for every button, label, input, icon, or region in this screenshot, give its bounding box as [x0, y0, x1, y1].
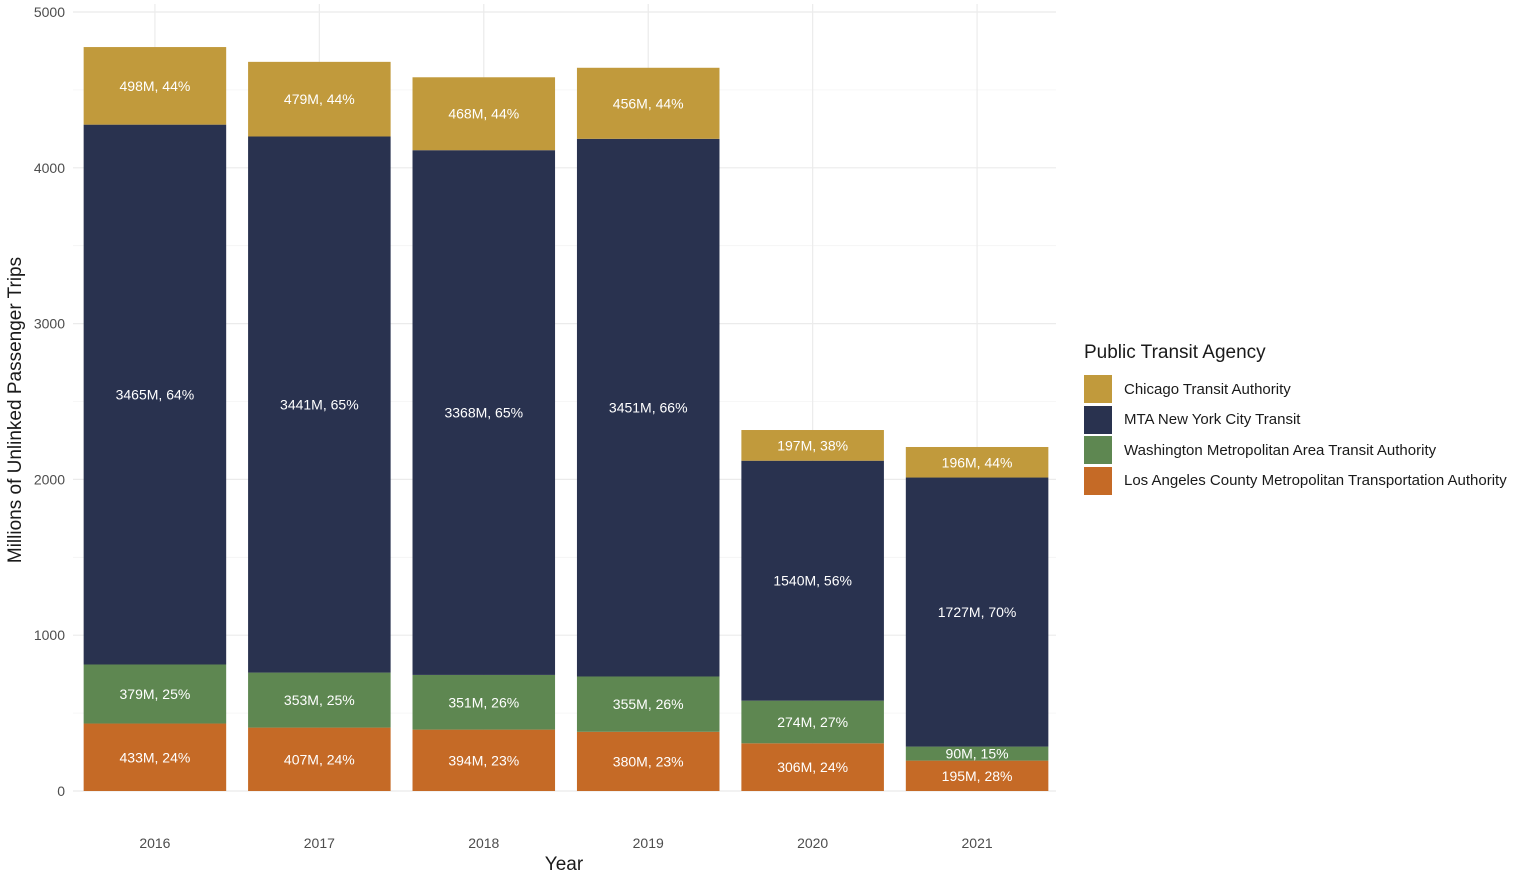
legend-item: MTA New York City Transit: [1084, 405, 1507, 436]
x-tick-label: 2020: [797, 835, 828, 851]
bar-data-label: 479M, 44%: [284, 91, 355, 107]
x-tick-label: 2018: [468, 835, 499, 851]
bar-data-label: 351M, 26%: [448, 694, 519, 710]
legend-label: Chicago Transit Authority: [1124, 380, 1291, 398]
bar-data-label: 379M, 25%: [120, 686, 191, 702]
bar-segment: [412, 77, 556, 151]
bar-data-label: 498M, 44%: [120, 78, 191, 94]
bar-data-label: 197M, 38%: [777, 437, 848, 453]
y-tick-label: 3000: [34, 316, 65, 332]
y-tick-label: 2000: [34, 471, 65, 487]
legend-item: Chicago Transit Authority: [1084, 374, 1507, 405]
bar-segment: [905, 746, 1049, 761]
bar-segment: [248, 136, 391, 673]
bar-data-label: 195M, 28%: [942, 768, 1013, 784]
legend-title: Public Transit Agency: [1084, 342, 1266, 363]
bar-data-label: 380M, 23%: [613, 753, 684, 769]
legend-items: Chicago Transit Authority MTA New York Ci…: [1084, 374, 1507, 496]
bar-data-label: 3368M, 65%: [444, 405, 523, 421]
legend-swatch: [1084, 436, 1112, 465]
bar-data-label: 196M, 44%: [942, 454, 1013, 470]
y-axis-title: Millions of Unlinked Passenger Trips: [5, 257, 26, 563]
bar-data-label: 394M, 23%: [448, 752, 519, 768]
bar-segment: [412, 150, 556, 675]
bar-data-label: 274M, 27%: [777, 714, 848, 730]
bar-data-label: 1540M, 56%: [773, 573, 852, 589]
legend-swatch: [1084, 375, 1112, 404]
bar-segment: [576, 676, 720, 732]
bars: [83, 47, 1049, 791]
x-axis-title: Year: [545, 854, 584, 875]
legend-swatch: [1084, 405, 1112, 434]
bar-segment: [905, 446, 1049, 478]
bar-segment: [83, 124, 227, 665]
bar-data-label: 3465M, 64%: [116, 387, 195, 403]
bar-segment: [248, 672, 391, 728]
bar-data-label: 3441M, 65%: [280, 397, 359, 413]
bar-segment: [741, 743, 884, 791]
x-tick-label: 2019: [633, 835, 664, 851]
legend-swatch: [1084, 466, 1112, 495]
bar-data-label: 468M, 44%: [448, 106, 519, 122]
bar-segment: [576, 731, 720, 791]
legend-label: MTA New York City Transit: [1124, 411, 1301, 429]
y-tick-label: 4000: [34, 160, 65, 176]
bar-segment: [83, 664, 227, 724]
y-tick-label: 1000: [34, 627, 65, 643]
legend: Public Transit Agency Chicago Transit Au…: [1084, 342, 1507, 496]
bar-segment: [741, 700, 884, 744]
legend-item: Los Angeles County Metropolitan Transpor…: [1084, 466, 1507, 497]
axes: 0 1000 2000 3000 4000 5000 2016 2017 2018 2019 202…: [34, 4, 993, 851]
bar-segment: [248, 61, 391, 137]
y-tick-label: 0: [57, 783, 65, 799]
bar-data-label: 3451M, 66%: [609, 400, 688, 416]
y-tick-label: 5000: [34, 4, 65, 20]
bar-data-label: 456M, 44%: [613, 95, 684, 111]
bar-segment: [83, 47, 227, 125]
bar-value-labels: 433M, 24% 379M, 25% 3465M, 64% 498M, 44% 407…: [116, 78, 1017, 784]
x-tick-label: 2016: [139, 835, 170, 851]
bar-segment: [905, 760, 1049, 791]
legend-label: Washington Metropolitan Area Transit Aut…: [1124, 441, 1437, 459]
legend-label: Los Angeles County Metropolitan Transpor…: [1124, 472, 1507, 490]
x-tick-label: 2017: [304, 835, 335, 851]
bar-segment: [248, 727, 391, 791]
bar-data-label: 353M, 25%: [284, 692, 355, 708]
bar-segment: [576, 138, 720, 677]
bar-segment: [905, 477, 1049, 747]
bar-data-label: 90M, 15%: [946, 746, 1009, 762]
bar-segment: [412, 674, 556, 730]
x-tick-label: 2021: [962, 835, 993, 851]
bar-segment: [83, 723, 227, 791]
bar-data-label: 1727M, 70%: [938, 604, 1017, 620]
legend-item: Washington Metropolitan Area Transit Aut…: [1084, 435, 1507, 466]
bar-segment: [741, 430, 884, 461]
bar-segment: [576, 67, 720, 139]
bar-data-label: 355M, 26%: [613, 696, 684, 712]
bar-data-label: 407M, 24%: [284, 751, 355, 767]
bar-data-label: 306M, 24%: [777, 759, 848, 775]
bar-data-label: 433M, 24%: [120, 749, 191, 765]
bar-segment: [741, 460, 884, 701]
bar-segment: [412, 729, 556, 791]
